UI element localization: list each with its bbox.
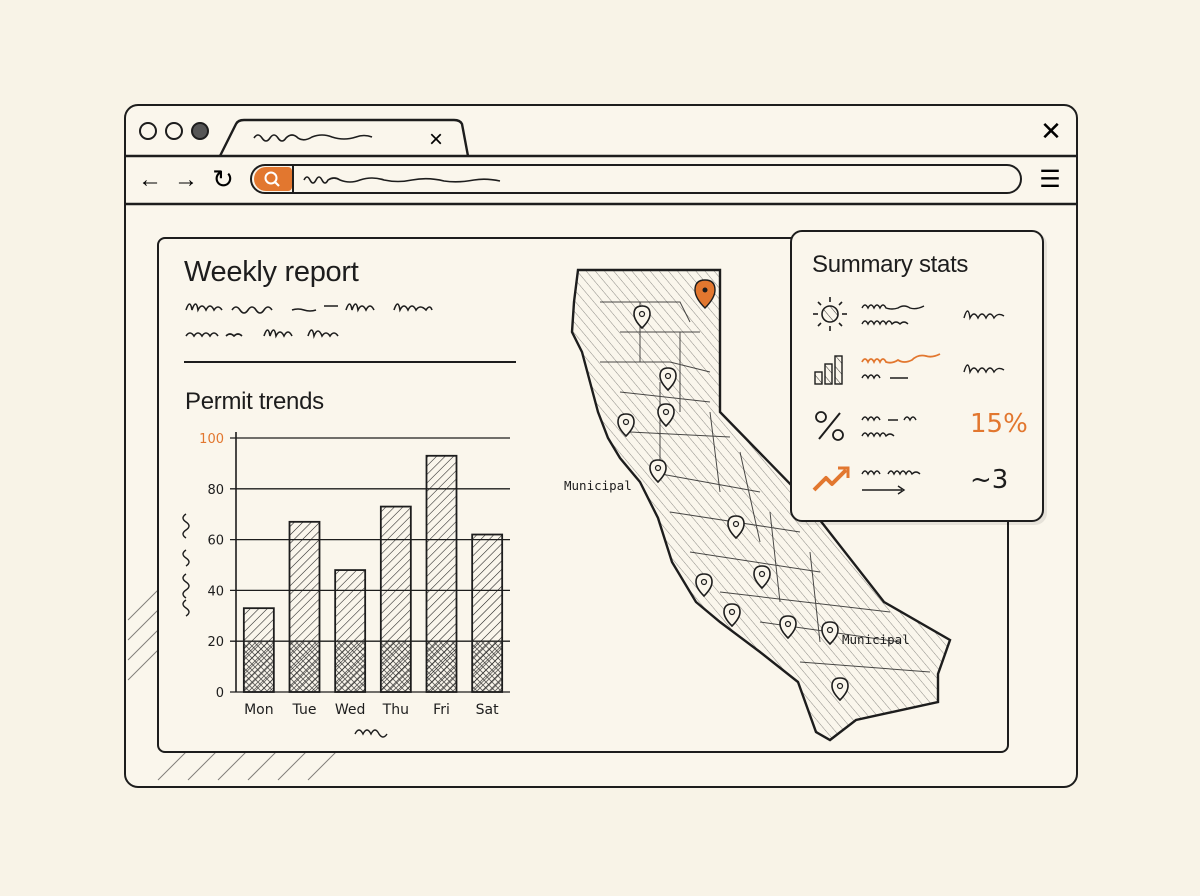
map-label-municipal-west: Municipal (564, 478, 632, 493)
tab-strip (124, 118, 1078, 158)
highlighted-map-pin[interactable] (694, 279, 716, 309)
summary-title: Summary stats (812, 251, 969, 278)
section-divider (184, 361, 516, 363)
chart-title: Permit trends (185, 388, 324, 415)
window-control-close[interactable] (139, 122, 157, 140)
bar-chart-icon (814, 355, 843, 385)
map-pin-dot (622, 418, 630, 426)
map-pin-dot (638, 310, 646, 318)
reload-button[interactable]: ↻ (210, 164, 236, 194)
x-tick-label: Fri (433, 702, 450, 718)
active-tab[interactable] (218, 118, 470, 157)
y-tick-label: 100 (199, 432, 224, 447)
stat-row-1-scribble (861, 304, 1005, 326)
x-tick-label: Wed (335, 702, 366, 718)
percent-icon (815, 411, 844, 441)
back-button[interactable]: ← (138, 166, 162, 193)
browser-toolbar (124, 156, 1078, 206)
map-pin-dot (662, 408, 670, 416)
y-tick-label: 80 (207, 483, 224, 498)
x-axis-scribble (354, 729, 388, 738)
map-pin-dot (732, 520, 740, 528)
x-tick-label: Mon (244, 702, 274, 718)
y-tick-label: 40 (207, 584, 224, 599)
x-tick-label: Sat (476, 702, 499, 718)
x-tick-label: Thu (382, 702, 409, 718)
window-controls (139, 122, 209, 140)
window-control-minimize[interactable] (165, 122, 183, 140)
bar-shading (426, 642, 457, 692)
bar-shading (335, 642, 366, 692)
map-pin-dot (654, 464, 662, 472)
map-pin-dot (784, 620, 792, 628)
forward-button[interactable]: → (174, 166, 198, 193)
map-pin-dot (826, 626, 834, 634)
report-description-scribble (185, 303, 433, 339)
address-bar[interactable] (250, 164, 1022, 194)
sun-icon (813, 297, 847, 331)
stat-row-4-scribble (861, 470, 921, 495)
bar-shading (472, 642, 503, 692)
stat-value-percent: 15% (970, 409, 1028, 439)
y-tick-label: 20 (207, 635, 224, 650)
y-axis-scribble (182, 513, 190, 617)
map-label-municipal-south: Municipal (842, 632, 910, 647)
bar-shading (380, 642, 411, 692)
menu-icon[interactable]: ☰ (1036, 164, 1064, 194)
trend-up-icon (812, 466, 850, 492)
map-pin-dot (700, 578, 708, 586)
california-map[interactable] (560, 262, 1000, 752)
y-tick-label: 0 (216, 686, 224, 701)
stat-value-trend: ~3 (970, 465, 1009, 495)
permit-trends-chart: 0 20 40 60 80 100 Mon Tue Wed Thu Fri Sat (182, 432, 510, 738)
tab-title-scribble (253, 134, 373, 142)
stat-row-2-scribble (861, 353, 1005, 380)
bar-shading (243, 642, 274, 692)
stat-row-3-scribble (861, 416, 917, 438)
map-pin-dot (664, 372, 672, 380)
bar-shading (289, 642, 320, 692)
map-pin-dot (728, 608, 736, 616)
url-scribble (303, 176, 501, 184)
x-tick-label: Tue (292, 702, 317, 718)
window-close-icon[interactable]: ✕ (1036, 116, 1066, 146)
map-pin-dot (758, 570, 766, 578)
search-icon[interactable] (254, 167, 292, 191)
page-title: Weekly report (184, 256, 359, 288)
y-tick-label: 60 (207, 534, 224, 549)
window-control-maximize[interactable] (191, 122, 209, 140)
map-pin-dot (836, 682, 844, 690)
tab-close-icon[interactable]: × (424, 128, 448, 152)
